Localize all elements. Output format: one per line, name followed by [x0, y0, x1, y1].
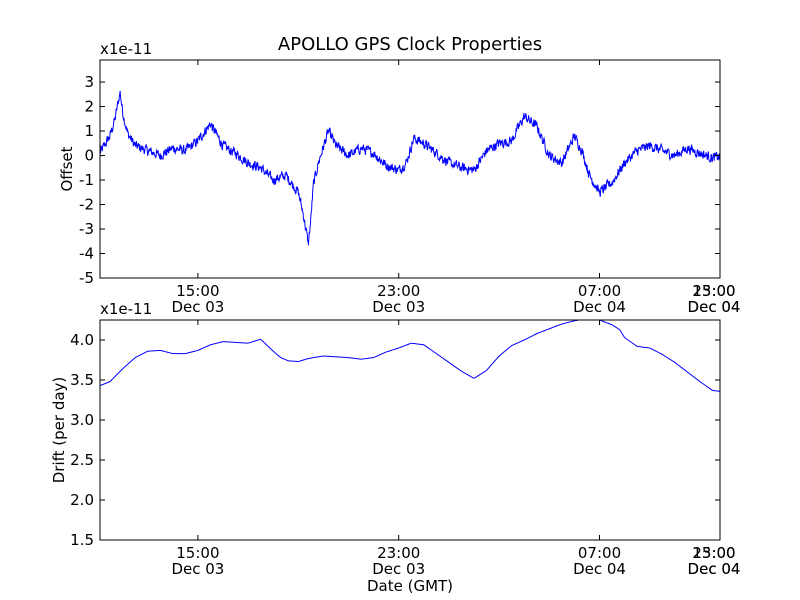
offset-multiplier-label: x1e-11	[100, 40, 152, 58]
x-tick-time-label: 07:00	[578, 282, 621, 300]
offset-series-line	[100, 90, 720, 246]
y-tick-label: 2.0	[70, 491, 94, 509]
drift-y-axis-label: Drift (per day)	[50, 377, 68, 484]
x-tick-date-label: Dec 03	[171, 560, 224, 578]
chart-title: APOLLO GPS Clock Properties	[278, 34, 542, 55]
y-tick-label: 3	[84, 73, 94, 91]
drift-multiplier-label: x1e-11	[100, 300, 152, 318]
x-tick-time-label: 23:00	[377, 544, 420, 562]
y-tick-label: -2	[79, 196, 94, 214]
y-tick-label: 0	[84, 147, 94, 165]
drift-series-line	[100, 320, 720, 392]
x-tick-time-label: 15:00	[692, 282, 735, 300]
y-tick-label: 4.0	[70, 331, 94, 349]
x-tick-time-label: 23:00	[692, 544, 735, 562]
y-tick-label: -3	[79, 220, 94, 238]
drift-panel: x1e-11 Drift (per day) Date (GMT) 1.5 2.0…	[50, 300, 740, 595]
y-tick-label: 2	[84, 98, 94, 116]
y-tick-label: 3.0	[70, 411, 94, 429]
y-tick-label: -5	[79, 269, 94, 287]
x-tick-time-label: 15:00	[692, 544, 735, 562]
x-tick-date-label: Dec 04	[688, 560, 741, 578]
offset-y-axis-label: Offset	[58, 146, 76, 191]
x-tick-time-label: 23:00	[377, 282, 420, 300]
y-tick-label: 3.5	[70, 371, 94, 389]
drift-x-axis-label: Date (GMT)	[367, 577, 453, 595]
y-tick-label: 1	[84, 122, 94, 140]
x-tick-date-label: Dec 04	[573, 560, 626, 578]
x-tick-date-label: Dec 04	[573, 298, 626, 316]
x-tick-time-label: 15:00	[176, 544, 219, 562]
x-tick-date-label: Dec 04	[688, 298, 741, 316]
x-tick-time-label: 07:00	[578, 544, 621, 562]
x-tick-date-label: Dec 03	[372, 560, 425, 578]
drift-plot-frame	[99, 319, 721, 541]
x-tick-date-label: Dec 04	[688, 298, 741, 316]
x-tick-date-label: Dec 03	[171, 298, 224, 316]
y-tick-label: 2.5	[70, 451, 94, 469]
x-tick-date-label: Dec 03	[372, 298, 425, 316]
x-tick-time-label: 23:00	[692, 282, 735, 300]
y-tick-label: 1.5	[70, 531, 94, 549]
x-tick-time-label: 15:00	[176, 282, 219, 300]
y-tick-label: -4	[79, 245, 94, 263]
x-tick-date-label: Dec 04	[688, 560, 741, 578]
y-tick-label: -1	[79, 171, 94, 189]
offset-plot-frame	[99, 59, 721, 279]
